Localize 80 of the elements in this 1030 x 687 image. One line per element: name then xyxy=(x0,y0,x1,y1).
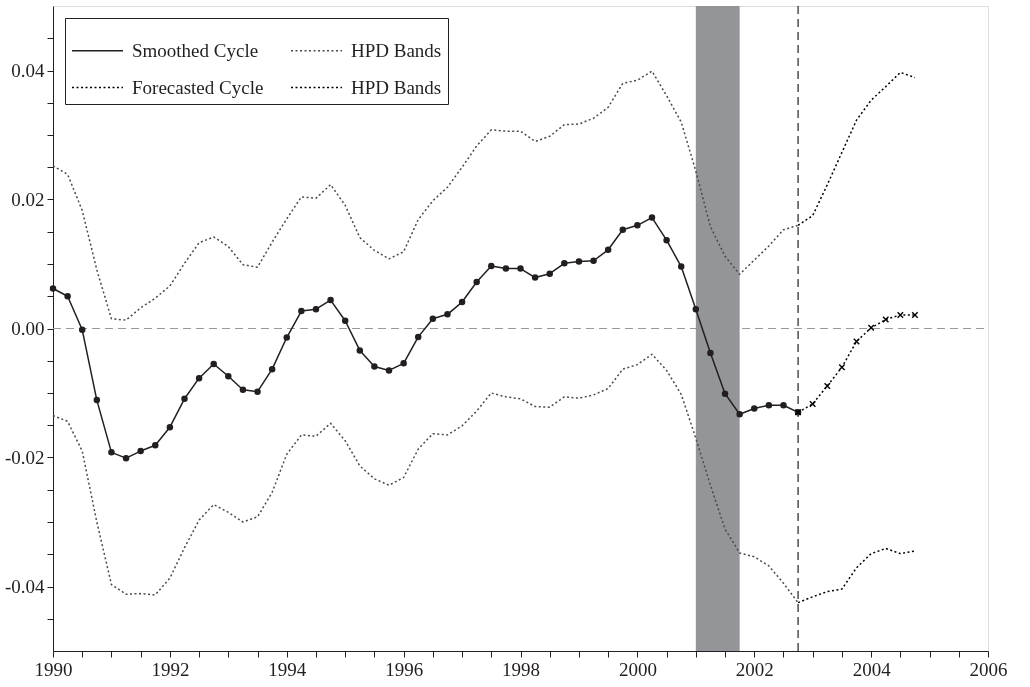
point xyxy=(283,334,290,341)
point xyxy=(210,360,217,368)
y-tick-label: 0.02 xyxy=(11,189,45,210)
point xyxy=(93,396,101,404)
point xyxy=(341,317,349,324)
x-tick-label: 1996 xyxy=(385,658,424,680)
point xyxy=(49,285,57,292)
point xyxy=(225,372,232,380)
point xyxy=(823,382,831,390)
y-tick-label: -0.04 xyxy=(4,576,45,597)
x-tick-label: 1990 xyxy=(34,658,73,680)
point xyxy=(298,307,305,315)
x-tick-label: 2000 xyxy=(618,658,657,680)
point xyxy=(254,388,261,395)
point xyxy=(312,305,320,313)
point xyxy=(751,405,758,412)
point xyxy=(838,363,846,371)
x-tick-label: 1998 xyxy=(502,658,540,680)
point xyxy=(677,263,685,270)
legend-label: Forecasted Cycle xyxy=(132,76,264,98)
point xyxy=(736,411,743,418)
x-tick-label: 2002 xyxy=(735,658,774,680)
legend-label: HPD Bands xyxy=(351,39,442,61)
y-tick-label: 0.04 xyxy=(11,60,45,81)
line-series xyxy=(52,353,799,604)
point xyxy=(531,274,539,281)
point xyxy=(619,226,627,234)
point xyxy=(268,365,276,373)
point xyxy=(385,367,393,374)
point xyxy=(590,257,597,265)
point xyxy=(575,258,583,265)
point xyxy=(473,278,480,286)
point xyxy=(400,360,407,367)
point xyxy=(458,298,466,306)
line-series xyxy=(797,71,916,227)
y-tick-label: -0.02 xyxy=(4,447,45,468)
point xyxy=(356,347,364,354)
point xyxy=(239,386,247,394)
point xyxy=(663,236,670,244)
point xyxy=(152,442,159,449)
point xyxy=(882,316,890,323)
y-tick-label: 0.00 xyxy=(11,318,45,339)
point xyxy=(78,326,86,334)
x-tick-label: 2004 xyxy=(852,658,892,680)
point xyxy=(867,324,875,332)
point xyxy=(765,402,773,409)
point xyxy=(64,293,71,300)
point xyxy=(488,262,495,270)
point xyxy=(561,260,568,267)
point xyxy=(181,395,188,403)
point xyxy=(707,349,714,357)
point xyxy=(327,296,334,304)
point xyxy=(371,363,378,370)
point xyxy=(122,454,130,462)
point xyxy=(896,311,904,319)
x-tick-label: 1994 xyxy=(268,658,307,680)
point xyxy=(502,265,510,272)
point xyxy=(721,390,729,397)
point xyxy=(166,423,174,431)
line-series xyxy=(797,547,916,604)
point xyxy=(444,311,451,318)
point xyxy=(780,402,787,409)
point xyxy=(195,374,203,382)
point xyxy=(853,337,860,345)
x-tick-label: 2006 xyxy=(969,658,1008,680)
point xyxy=(692,305,700,313)
x-tick-label: 1992 xyxy=(151,658,190,680)
point xyxy=(517,265,524,272)
point xyxy=(546,270,553,277)
point xyxy=(809,400,817,408)
point xyxy=(648,214,656,221)
point xyxy=(414,333,422,341)
legend-label: Smoothed Cycle xyxy=(132,39,259,61)
point xyxy=(108,449,115,456)
line-series xyxy=(52,70,799,321)
point xyxy=(604,246,612,254)
legend-label: HPD Bands xyxy=(351,76,442,98)
point xyxy=(137,447,144,455)
point xyxy=(429,315,437,323)
point xyxy=(634,222,641,229)
